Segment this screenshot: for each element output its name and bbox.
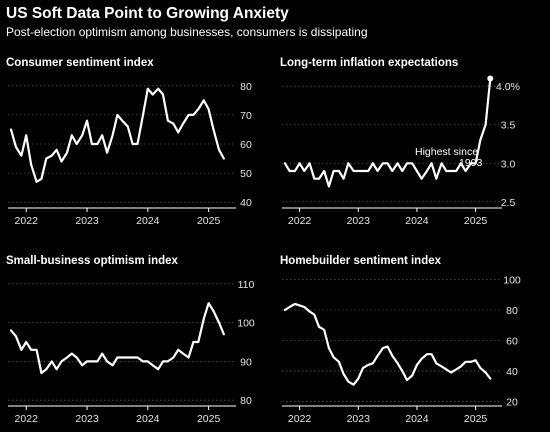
- y-tick-label-consumer-sentiment: 50: [240, 168, 252, 180]
- x-tick-label-small-business-optimism: 2025: [197, 413, 221, 425]
- x-tick-label-inflation-expectations: 2024: [405, 215, 429, 227]
- x-tick-label-inflation-expectations: 2022: [288, 215, 312, 227]
- series-line-small-business-optimism: [9, 302, 225, 375]
- panel-title-homebuilder-sentiment: Homebuilder sentiment index: [280, 255, 442, 267]
- series-line-homebuilder-sentiment: [283, 302, 492, 386]
- x-tick-label-inflation-expectations: 2025: [464, 215, 488, 227]
- y-tick-label-inflation-expectations: 3.5: [501, 120, 516, 132]
- x-tick-label-consumer-sentiment: 2022: [15, 215, 39, 227]
- x-tick-label-homebuilder-sentiment: 2022: [288, 413, 312, 425]
- y-tick-label-consumer-sentiment: 40: [240, 197, 252, 209]
- y-tick-label-inflation-expectations: 4.0%: [496, 81, 520, 93]
- y-tick-label-small-business-optimism: 90: [240, 356, 252, 368]
- y-tick-label-homebuilder-sentiment: 80: [506, 305, 518, 317]
- x-tick-label-small-business-optimism: 2023: [75, 413, 99, 425]
- x-tick-label-consumer-sentiment: 2023: [75, 215, 99, 227]
- y-tick-label-inflation-expectations: 2.5: [501, 197, 516, 209]
- x-tick-label-small-business-optimism: 2024: [136, 413, 160, 425]
- panel-inflation-expectations: Long-term inflation expectations 2.5 3.0 3…: [280, 57, 520, 227]
- panel-title-small-business-optimism: Small-business optimism index: [6, 255, 179, 267]
- annotation-year: 1993: [459, 157, 483, 169]
- headline: US Soft Data Point to Growing Anxiety: [6, 5, 289, 22]
- x-tick-label-inflation-expectations: 2023: [347, 215, 371, 227]
- x-tick-label-small-business-optimism: 2022: [15, 413, 39, 425]
- panel-title-inflation-expectations: Long-term inflation expectations: [280, 57, 458, 69]
- x-tick-label-consumer-sentiment: 2024: [136, 215, 160, 227]
- annotation-highest-since: Highest since: [415, 146, 478, 158]
- x-tick-label-homebuilder-sentiment: 2024: [405, 413, 429, 425]
- series-line-inflation-expectations: [283, 77, 492, 188]
- y-tick-label-consumer-sentiment: 70: [240, 110, 252, 122]
- x-tick-label-homebuilder-sentiment: 2023: [347, 413, 371, 425]
- y-tick-label-consumer-sentiment: 60: [240, 139, 252, 151]
- panel-consumer-sentiment: Consumer sentiment index 40 50 60 70 80 2022 2…: [6, 57, 252, 227]
- latest-point-marker: [487, 75, 494, 82]
- x-tick-label-homebuilder-sentiment: 2025: [464, 413, 488, 425]
- y-tick-label-homebuilder-sentiment: 100: [503, 275, 521, 287]
- y-tick-label-homebuilder-sentiment: 60: [506, 335, 518, 347]
- x-tick-label-consumer-sentiment: 2025: [197, 215, 221, 227]
- subheadline: Post-election optimism among businesses,…: [6, 25, 368, 39]
- y-tick-label-inflation-expectations: 3.0: [501, 158, 516, 170]
- y-tick-label-consumer-sentiment: 80: [240, 81, 252, 93]
- y-tick-label-small-business-optimism: 110: [238, 279, 255, 291]
- series-line-consumer-sentiment: [9, 87, 225, 183]
- panel-small-business-optimism: Small-business optimism index 80 90 100 110…: [6, 255, 255, 425]
- panel-title-consumer-sentiment: Consumer sentiment index: [6, 57, 154, 69]
- y-tick-label-homebuilder-sentiment: 20: [506, 396, 518, 408]
- panel-homebuilder-sentiment: Homebuilder sentiment index 20 40 60 80 100 2…: [280, 255, 521, 425]
- y-tick-label-small-business-optimism: 80: [240, 395, 252, 407]
- y-tick-label-homebuilder-sentiment: 40: [506, 366, 518, 378]
- y-tick-label-small-business-optimism: 100: [237, 318, 255, 330]
